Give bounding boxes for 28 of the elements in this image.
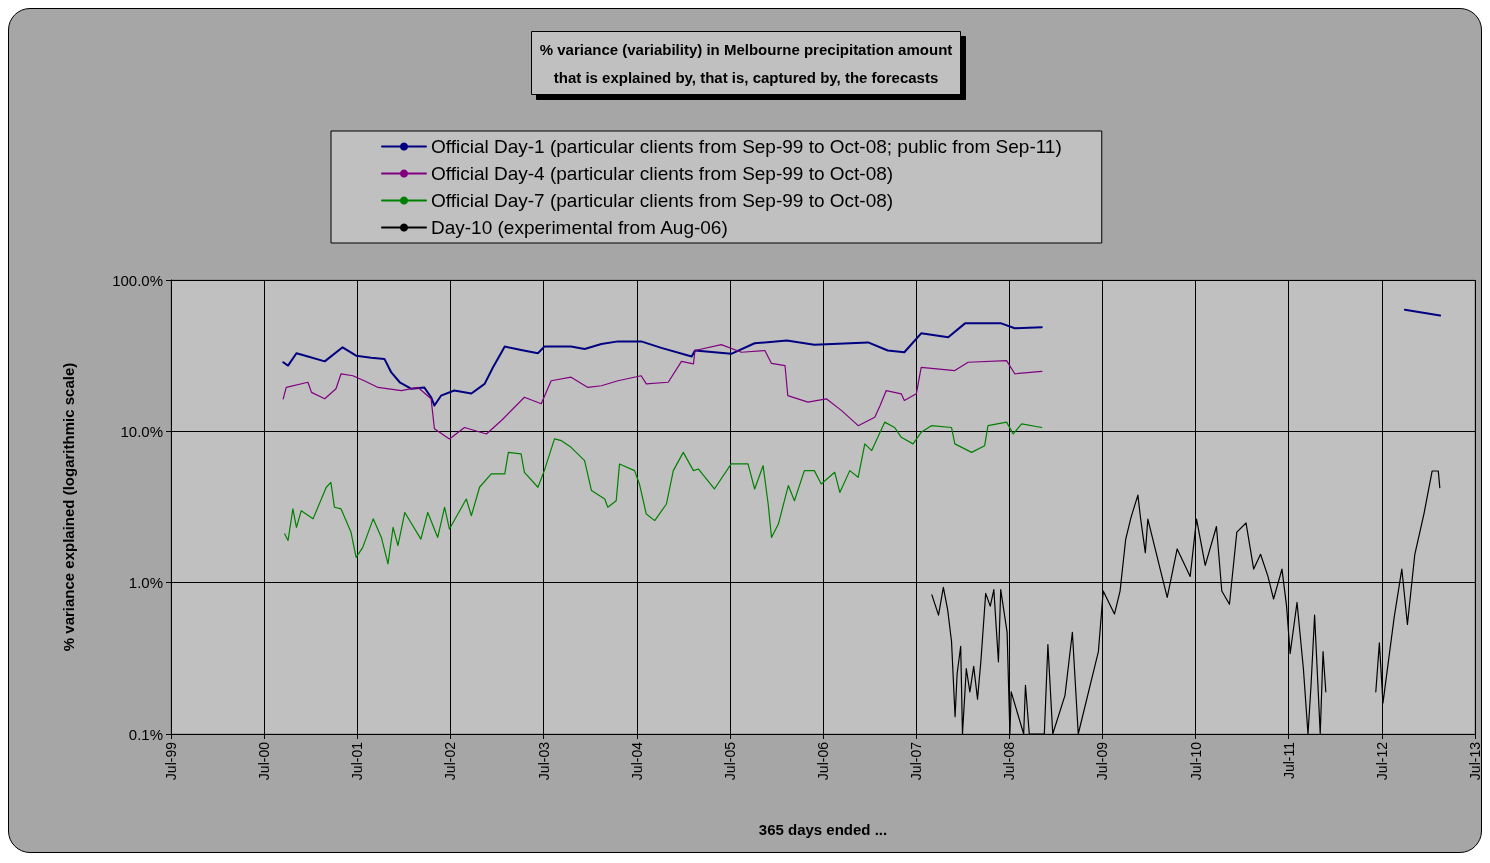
x-tick-label: Jul-10 [1187,741,1204,781]
y-tick-label: 10.0% [120,422,163,440]
x-tick-label: Jul-07 [908,741,925,781]
legend-label: Official Day-4 (particular clients from Sep-99 to Oct-08) [431,163,894,184]
x-tick-label: Jul-12 [1373,741,1390,781]
x-tick-label: Jul-06 [815,741,831,781]
x-tick-label: Jul-13 [1467,741,1483,781]
chart-title: % variance (variability) in Melbourne precipitation amount that is explained by, that is, captured by, the forecasts [539,40,953,86]
y-tick-label: 100.0% [112,271,163,289]
line-series [284,421,1043,565]
y-axis-title: % variance explained (logarithmic scale) [60,362,77,652]
x-tick-label: Jul-02 [442,741,459,781]
legend-label: Official Day-7 (particular clients from Sep-99 to Oct-08) [431,190,894,211]
x-tick-label: Jul-09 [1094,741,1111,781]
x-axis-title: 365 days ended ... [758,821,888,838]
x-tick-label: Jul-11 [1280,741,1297,780]
x-tick-label: Jul-03 [535,741,552,781]
x-tick-label: Jul-00 [256,741,273,781]
x-tick-label: Jul-05 [721,741,738,781]
x-tick-label: Jul-01 [349,741,366,781]
y-tick-label: 1.0% [128,574,163,592]
legend-label: Day-10 (experimental from Aug-06) [431,217,728,238]
x-tick-label: Jul-08 [1001,741,1018,781]
legend-label: Official Day-1 (particular clients from Sep-99 to Oct-08; public from Sep-11) [431,136,1062,157]
y-tick-label: 0.1% [128,725,163,743]
x-tick-label: Jul-04 [628,741,645,781]
line-series [282,344,1043,440]
x-tick-label: Jul-99 [163,741,179,781]
